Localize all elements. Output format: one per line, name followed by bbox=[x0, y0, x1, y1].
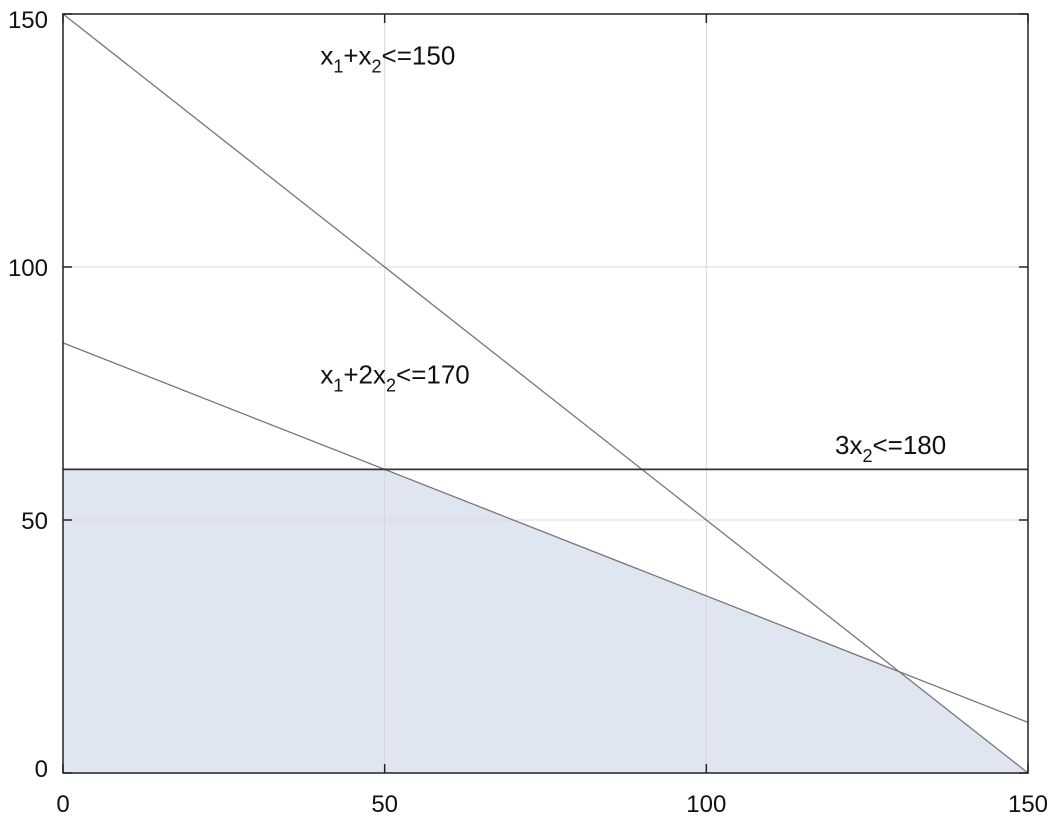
annotation-subscript: 2 bbox=[386, 375, 396, 395]
axes-layer bbox=[62, 13, 1029, 774]
constraint-lines-layer bbox=[62, 13, 1029, 774]
y-tick-label: 100 bbox=[8, 255, 48, 282]
annotation-c1: x1+x2<=150 bbox=[320, 41, 455, 77]
annotation-subscript: 1 bbox=[333, 57, 343, 77]
annotation-text: <=170 bbox=[396, 359, 470, 389]
y-tick-label: 0 bbox=[35, 756, 48, 783]
annotation-text: +2x bbox=[343, 359, 386, 389]
feasible-region-layer bbox=[63, 469, 1028, 773]
constraint-line-1 bbox=[62, 13, 1029, 774]
annotation-text: x bbox=[320, 41, 333, 71]
annotation-text: +x bbox=[343, 41, 371, 71]
x-tick-label: 0 bbox=[56, 791, 69, 818]
annotation-subscript: 2 bbox=[862, 446, 872, 466]
constraint-line-2 bbox=[62, 342, 1029, 724]
annotation-text: 3x bbox=[835, 430, 862, 460]
y-tick-label: 50 bbox=[21, 508, 48, 535]
annotation-c2: x1+2x2<=170 bbox=[320, 359, 469, 395]
annotation-text: <=180 bbox=[872, 430, 946, 460]
annotation-subscript: 2 bbox=[372, 57, 382, 77]
plot-frame bbox=[62, 13, 1029, 774]
grid-layer bbox=[63, 14, 1028, 773]
x-tick-label: 100 bbox=[686, 791, 726, 818]
tick-labels-layer: 0 50 100 150 0 50 100 150 bbox=[8, 7, 1048, 818]
annotation-subscript: 1 bbox=[333, 375, 343, 395]
feasible-region bbox=[63, 469, 1028, 773]
y-tick-label: 150 bbox=[8, 7, 48, 34]
x-tick-label: 50 bbox=[371, 791, 398, 818]
annotation-c3: 3x2<=180 bbox=[835, 430, 946, 466]
annotation-text: <=150 bbox=[382, 41, 456, 71]
x-tick-label: 150 bbox=[1008, 791, 1048, 818]
annotation-text: x bbox=[320, 359, 333, 389]
